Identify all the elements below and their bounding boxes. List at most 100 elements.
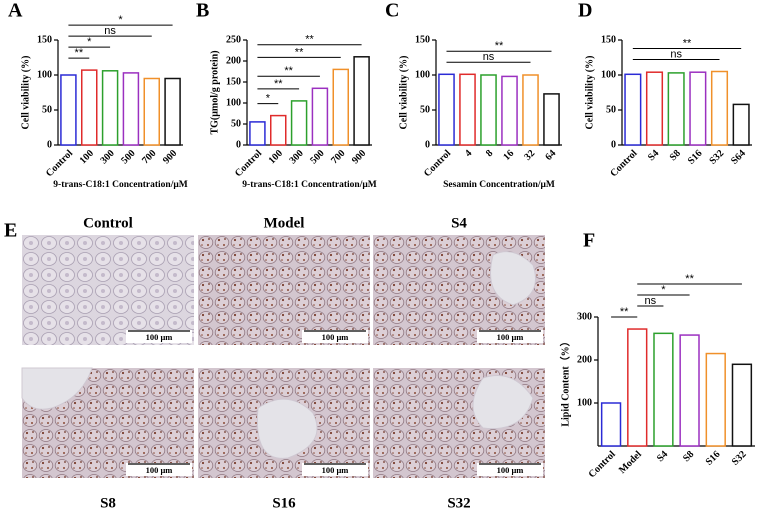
significance-label: ns xyxy=(483,51,495,63)
x-tick-label: Control xyxy=(608,148,639,179)
x-tick-label: 700 xyxy=(329,148,347,166)
micrograph: 100 μm xyxy=(373,235,545,345)
bar xyxy=(705,352,726,447)
micrograph: 100 μm xyxy=(22,235,194,345)
y-tick-label: 100 xyxy=(226,97,241,108)
panel-label: E xyxy=(4,220,17,242)
x-tick-label: S4 xyxy=(655,449,670,464)
panel-label: D xyxy=(578,0,592,22)
significance-label: * xyxy=(118,14,123,26)
bar xyxy=(627,328,648,447)
micrograph: 100 μm xyxy=(373,368,545,478)
cell-free-area xyxy=(256,398,318,459)
scale-bar-label: 100 μm xyxy=(322,332,349,342)
y-tick-label: 0 xyxy=(47,139,52,150)
significance-label: ** xyxy=(305,34,314,46)
cell-free-area xyxy=(490,251,536,306)
y-tick-label: 50 xyxy=(231,118,241,129)
significance-label: ** xyxy=(295,46,304,58)
significance-label: * xyxy=(661,284,666,296)
x-tick-label: S4 xyxy=(646,148,661,163)
x-tick-label: 500 xyxy=(119,148,137,166)
significance-label: ** xyxy=(683,37,692,49)
scale-bar-box xyxy=(302,330,368,343)
y-tick-label: 200 xyxy=(226,55,241,66)
significance-label: ** xyxy=(685,273,694,285)
micrograph-image xyxy=(22,235,194,345)
x-tick-label: 500 xyxy=(308,148,326,166)
x-axis-label: 9-trans-C18:1 Concentration/μM xyxy=(53,180,187,190)
cell-free-area xyxy=(472,375,534,430)
x-tick-label: S16 xyxy=(704,449,723,468)
bar xyxy=(438,73,455,146)
x-tick-label: Control xyxy=(233,148,264,179)
bar xyxy=(164,77,181,146)
y-tick-label: 50 xyxy=(420,104,430,115)
scale-bar-label: 100 μm xyxy=(146,465,173,475)
y-axis-label: Lipid Content（%） xyxy=(558,336,571,426)
significance-label: ** xyxy=(495,40,504,52)
micrograph-title: S8 xyxy=(100,495,116,511)
x-tick-label: S32 xyxy=(730,449,749,468)
bar xyxy=(81,69,98,146)
significance-label: ** xyxy=(75,47,84,59)
y-tick-label: 50 xyxy=(42,104,52,115)
scale-bar-label: 100 μm xyxy=(146,332,173,342)
significance-label: ns xyxy=(104,25,116,37)
x-tick-label: Control xyxy=(422,148,453,179)
x-tick-label: 64 xyxy=(543,148,558,163)
x-tick-label: 900 xyxy=(350,148,368,166)
y-tick-label: 100 xyxy=(37,69,52,80)
y-axis-label: Cell viability (%) xyxy=(20,56,31,130)
micrograph-title: Control xyxy=(83,215,133,231)
bar xyxy=(667,72,685,146)
bar xyxy=(143,77,160,146)
bar xyxy=(353,56,370,146)
scale-bar-box xyxy=(126,463,192,476)
scale-bar-label: 100 μm xyxy=(497,332,524,342)
x-tick-label: Model xyxy=(617,449,644,476)
scale-bar-box xyxy=(477,463,543,476)
y-tick-label: 0 xyxy=(611,139,616,150)
panel-label: A xyxy=(8,0,23,22)
y-tick-label: 150 xyxy=(415,34,430,45)
x-tick-label: 16 xyxy=(501,148,516,163)
significance-label: ** xyxy=(620,306,629,318)
bar xyxy=(290,100,308,146)
x-tick-label: S8 xyxy=(681,449,696,464)
panel-label: C xyxy=(385,0,399,22)
bar xyxy=(459,73,476,146)
bar xyxy=(311,87,329,146)
bar xyxy=(624,73,642,146)
x-axis-label: 9-trans-C18:1 Concentration/μM xyxy=(242,180,376,190)
x-tick-label: S64 xyxy=(729,148,748,167)
bar xyxy=(332,68,349,146)
significance-label: ns xyxy=(645,295,657,307)
y-tick-label: 100 xyxy=(577,397,592,408)
bar xyxy=(645,71,664,146)
bar xyxy=(679,334,700,447)
bar xyxy=(710,70,729,146)
significance-label: ** xyxy=(284,65,293,77)
y-tick-label: 100 xyxy=(415,69,430,80)
y-tick-label: 200 xyxy=(577,354,592,365)
bar xyxy=(543,93,560,146)
y-tick-label: 0 xyxy=(425,139,430,150)
significance-label: * xyxy=(87,36,92,48)
x-tick-label: 900 xyxy=(161,148,179,166)
bar xyxy=(480,74,497,146)
bar xyxy=(249,121,266,146)
significance-label: ** xyxy=(274,78,283,90)
x-tick-label: 300 xyxy=(287,148,305,166)
micrograph-image xyxy=(198,235,370,345)
x-tick-label: 8 xyxy=(484,148,495,159)
x-tick-label: 100 xyxy=(267,148,285,166)
x-axis-label: Sesamin Concentration/μM xyxy=(443,180,555,190)
scale-bar-label: 100 μm xyxy=(322,465,349,475)
bar xyxy=(60,74,77,146)
bar xyxy=(501,75,518,146)
micrograph: 100 μm xyxy=(198,235,370,345)
y-tick-label: 150 xyxy=(226,76,241,87)
bar xyxy=(689,71,707,146)
